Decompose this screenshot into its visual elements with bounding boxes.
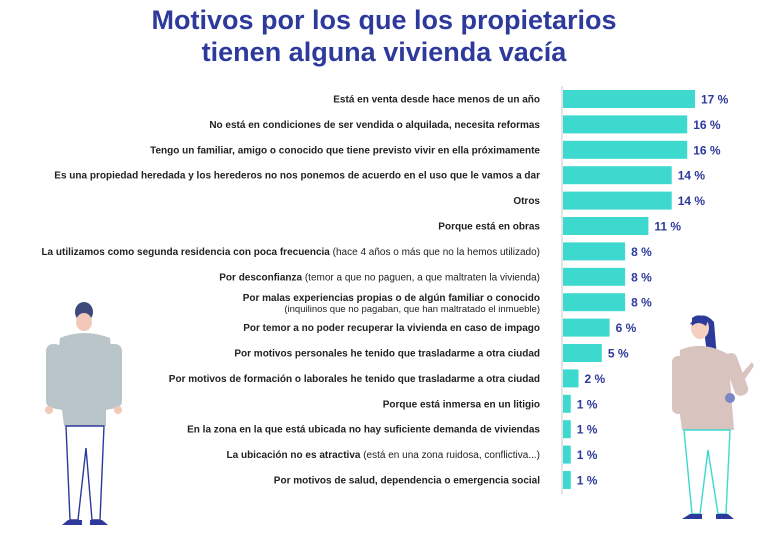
- chart-title-line-2: tienen alguna vivienda vacía: [201, 37, 567, 67]
- value-label-14: 1 %: [577, 423, 598, 437]
- bar-10: [563, 318, 610, 337]
- bar-12: [563, 369, 579, 388]
- value-label-10: 6 %: [616, 321, 637, 335]
- value-label-15: 1 %: [577, 448, 598, 462]
- category-label-16: Por motivos de salud, dependencia o emer…: [274, 476, 540, 487]
- category-label-11: Por motivos personales he tenido que tra…: [234, 349, 540, 360]
- bar-2: [563, 115, 688, 134]
- category-label-bold: En la zona en la que está ubicada no hay…: [187, 425, 540, 436]
- value-label-16: 1 %: [577, 474, 598, 488]
- value-label-5: 14 %: [678, 194, 706, 208]
- value-label-7: 8 %: [631, 245, 652, 259]
- value-label-4: 14 %: [678, 169, 706, 183]
- category-label-10: Por temor a no poder recuperar la vivien…: [243, 323, 540, 334]
- category-label-bold: Por motivos de formación o laborales he …: [169, 374, 540, 385]
- chart-title-line-1: Motivos por los que los propietarios: [151, 5, 617, 35]
- category-label-bold: Por temor a no poder recuperar la vivien…: [243, 323, 540, 334]
- category-label-bold: Porque está inmersa en un litigio: [383, 399, 540, 410]
- bar-15: [563, 445, 571, 464]
- category-label-7: La utilizamos como segunda residencia co…: [41, 247, 540, 258]
- bar-1: [563, 90, 695, 108]
- bar-4: [563, 166, 672, 185]
- category-label-5: Otros: [513, 196, 540, 207]
- bar-11: [563, 344, 602, 362]
- category-label-bold: La ubicación no es atractiva: [227, 450, 361, 461]
- value-label-3: 16 %: [693, 143, 721, 157]
- value-label-2: 16 %: [693, 118, 721, 132]
- category-label-bold: La utilizamos como segunda residencia co…: [41, 247, 330, 258]
- bar-16: [563, 471, 571, 489]
- category-label-bold: Otros: [513, 196, 540, 207]
- category-label-6: Porque está en obras: [438, 222, 540, 233]
- category-label-detail-line: (inquilinos que no pagaban, que han malt…: [284, 304, 540, 315]
- bar-13: [563, 394, 571, 413]
- category-label-bold: Por motivos personales he tenido que tra…: [234, 349, 540, 360]
- bar-8: [563, 267, 626, 286]
- value-label-1: 17 %: [701, 93, 729, 107]
- category-label-15: La ubicación no es atractiva (está en un…: [227, 450, 540, 461]
- bar-7: [563, 242, 626, 261]
- value-label-13: 1 %: [577, 397, 598, 411]
- category-label-4: Es una propiedad heredada y los heredero…: [54, 171, 540, 182]
- category-label-bold: Es una propiedad heredada y los heredero…: [54, 171, 540, 182]
- category-label-bold: Porque está en obras: [438, 222, 540, 233]
- value-label-8: 8 %: [631, 270, 652, 284]
- woman-illustration: [672, 315, 754, 519]
- category-label-detail: (hace 4 años o más que no la hemos utili…: [330, 247, 540, 258]
- value-label-11: 5 %: [608, 347, 629, 361]
- category-label-bold: Por desconfianza: [219, 272, 302, 283]
- value-label-9: 8 %: [631, 296, 652, 310]
- category-label-8: Por desconfianza (temor a que no paguen,…: [219, 272, 540, 283]
- bar-5: [563, 191, 672, 210]
- man-illustration: [45, 302, 122, 525]
- category-label-detail: (está en una zona ruidosa, conflictiva..…: [360, 450, 540, 461]
- bar-3: [563, 140, 688, 159]
- category-label-bold: Tengo un familiar, amigo o conocido que …: [150, 145, 540, 156]
- category-label-bold: Está en venta desde hace menos de un año: [333, 95, 540, 106]
- category-label-bold: No está en condiciones de ser vendida o …: [209, 120, 540, 131]
- chart-title: Motivos por los que los propietarios tie…: [0, 4, 768, 68]
- bar-9: [563, 293, 626, 312]
- category-label-1: Está en venta desde hace menos de un año: [333, 95, 540, 106]
- category-label-bold: Por motivos de salud, dependencia o emer…: [274, 476, 540, 487]
- category-label-12: Por motivos de formación o laborales he …: [169, 374, 540, 385]
- bar-6: [563, 217, 649, 235]
- category-label-detail: (temor a que no paguen, a que maltraten …: [302, 272, 540, 283]
- category-label-2: No está en condiciones de ser vendida o …: [209, 120, 540, 131]
- category-label-9: Por malas experiencias propias o de algú…: [243, 293, 540, 304]
- value-label-12: 2 %: [585, 372, 606, 386]
- category-label-13: Porque está inmersa en un litigio: [383, 399, 540, 410]
- bar-14: [563, 420, 571, 439]
- category-label-14: En la zona en la que está ubicada no hay…: [187, 425, 540, 436]
- category-label-bold: Por malas experiencias propias o de algú…: [243, 293, 540, 304]
- category-label-3: Tengo un familiar, amigo o conocido que …: [150, 145, 540, 156]
- value-label-6: 11 %: [654, 220, 681, 234]
